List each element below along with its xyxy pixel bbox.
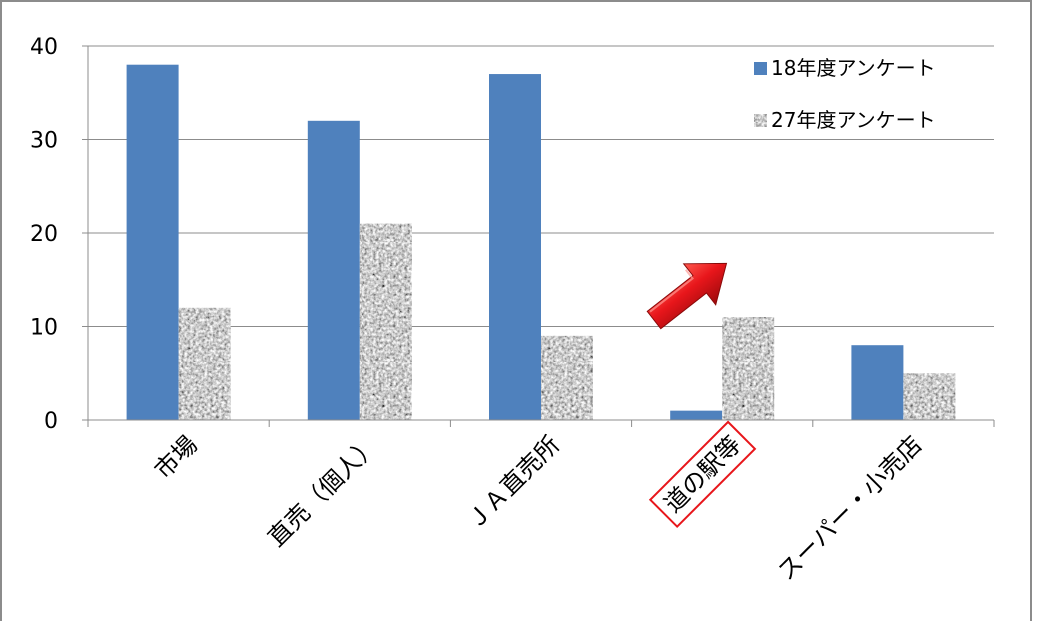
- y-tick-label: 40: [30, 35, 58, 60]
- category-label: ＪＡ直売所: [461, 430, 566, 535]
- legend-swatch-1: [754, 62, 767, 75]
- bar-1-3: [489, 74, 541, 421]
- legend-label-1: 18年度アンケート: [771, 56, 936, 80]
- bar-1-1: [126, 64, 179, 420]
- bar-1-4: [670, 410, 723, 420]
- y-tick-label: 0: [44, 409, 58, 434]
- bar-2-3: [541, 335, 593, 420]
- bar-2-2: [359, 223, 412, 420]
- category-label: 直売（個人）: [262, 430, 384, 552]
- x-category-labels: 市場 直売（個人） ＪＡ直売所 道の駅等 スーパー・小売店: [149, 420, 928, 586]
- x-label-4: 道の駅等: [648, 420, 757, 529]
- category-label: 市場: [149, 430, 203, 484]
- bars: [126, 64, 956, 421]
- y-tick-label: 30: [30, 129, 58, 154]
- x-label-5: スーパー・小売店: [772, 430, 927, 585]
- y-tick-labels: 0 10 20 30 40: [30, 35, 58, 434]
- legend-label-2: 27年度アンケート: [771, 108, 936, 132]
- bar-2-5: [903, 373, 956, 420]
- x-label-1: 市場: [149, 430, 203, 484]
- highlight-box: [648, 420, 757, 529]
- axes: [82, 45, 995, 427]
- annotation-arrow: [646, 262, 728, 330]
- legend-swatch-2: [754, 114, 767, 127]
- x-label-2: 直売（個人）: [262, 430, 384, 552]
- x-label-3: ＪＡ直売所: [461, 430, 566, 535]
- bar-1-5: [851, 345, 904, 420]
- category-label: 道の駅等: [659, 430, 747, 518]
- legend: 18年度アンケート 27年度アンケート: [754, 56, 936, 132]
- y-tick-label: 20: [30, 222, 58, 247]
- bar-1-2: [307, 120, 360, 421]
- category-label: スーパー・小売店: [772, 430, 927, 585]
- bar-2-4: [722, 317, 775, 420]
- y-tick-label: 10: [30, 316, 58, 341]
- bar-2-1: [178, 307, 231, 420]
